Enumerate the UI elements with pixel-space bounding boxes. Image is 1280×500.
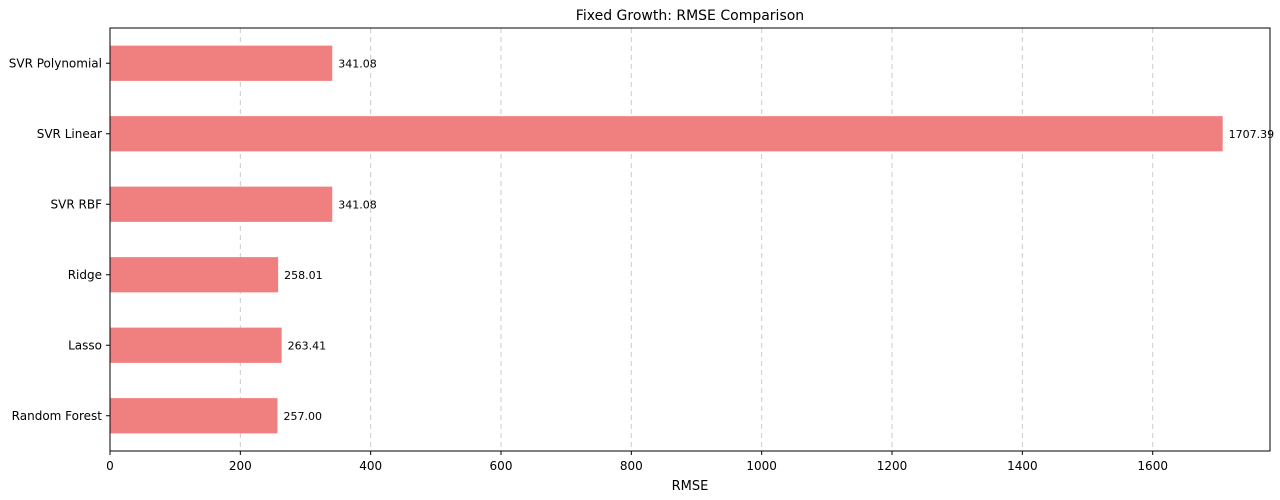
bar (110, 186, 333, 222)
x-tick-label: 1600 (1137, 459, 1168, 473)
x-axis-label: RMSE (672, 479, 709, 494)
x-tick-label: 0 (106, 459, 114, 473)
axis-layer (109, 27, 1271, 452)
value-label-layer: 341.08 1707.39 341.08 258.01 263.41 257.00 (283, 57, 1274, 423)
y-tick-label: Random Forest (12, 409, 103, 423)
bar-value-label: 258.01 (284, 269, 323, 282)
bar (110, 116, 1223, 152)
x-tick-label: 1000 (746, 459, 777, 473)
bar (110, 257, 279, 293)
bar (110, 45, 333, 81)
y-tick-label: SVR RBF (51, 197, 103, 211)
bar (110, 398, 278, 434)
y-tick-label: SVR Polynomial (9, 56, 102, 70)
grid-layer (239, 28, 1154, 451)
x-tick-layer: 0 200 400 600 800 1000 1200 1400 1600 (106, 451, 1168, 473)
x-tick-label: 1200 (877, 459, 908, 473)
bar-value-label: 263.41 (288, 339, 327, 352)
x-tick-label: 200 (229, 459, 252, 473)
y-tick-label: Ridge (68, 268, 102, 282)
bar-value-label: 1707.39 (1229, 128, 1275, 141)
chart-title: Fixed Growth: RMSE Comparison (576, 8, 804, 24)
bar-value-label: 257.00 (283, 410, 322, 423)
y-tick-layer: SVR Polynomial SVR Linear SVR RBF Ridge Lass… (9, 56, 110, 423)
x-tick-label: 800 (620, 459, 643, 473)
x-tick-label: 1400 (1007, 459, 1038, 473)
bar (110, 327, 282, 363)
plot-frame (109, 27, 1271, 452)
x-tick-label: 400 (359, 459, 382, 473)
bar-layer (110, 45, 1223, 434)
x-tick-label: 600 (490, 459, 513, 473)
bar-value-label: 341.08 (338, 198, 377, 211)
y-tick-label: Lasso (68, 338, 102, 352)
y-tick-label: SVR Linear (37, 127, 102, 141)
bar-value-label: 341.08 (338, 57, 377, 70)
